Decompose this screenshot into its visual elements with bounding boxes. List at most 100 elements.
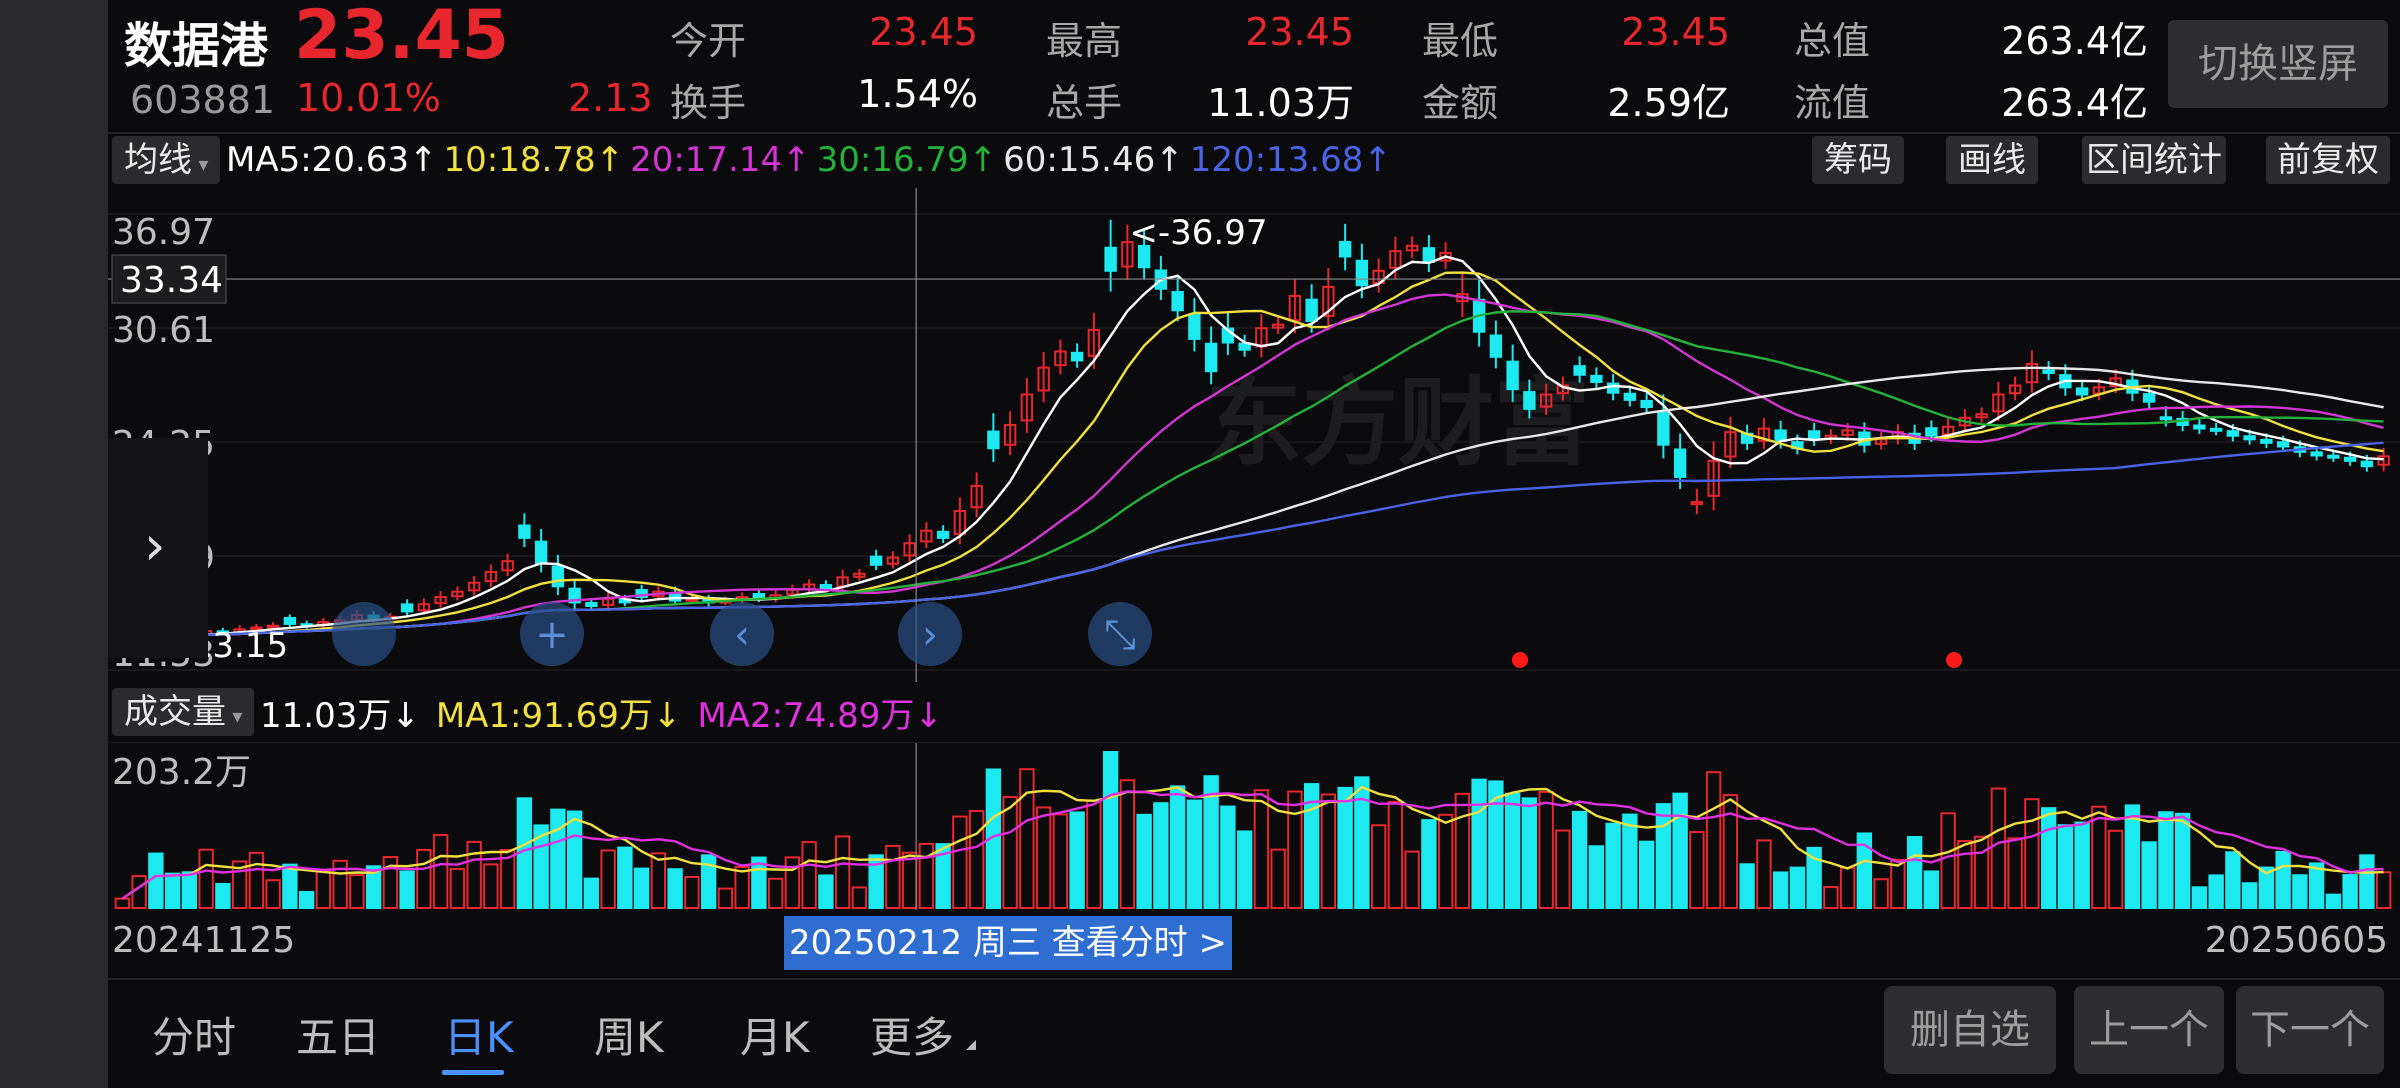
candle-up	[1271, 323, 1285, 329]
volume-chart[interactable]: 203.2万	[108, 742, 2400, 910]
volume-bar-up	[248, 851, 265, 909]
volume-bar-up	[1705, 771, 1722, 910]
candle-up	[250, 626, 263, 631]
volume-bar-down	[1605, 822, 1621, 909]
ma-selector[interactable]: 均线 ▾	[112, 136, 221, 184]
candle-up	[903, 542, 916, 557]
pan-handle-icon-bg[interactable]	[332, 602, 396, 666]
volume-bar-up	[650, 852, 667, 909]
volume-bar-up	[1756, 839, 1772, 909]
volume-bar-down	[1571, 810, 1588, 909]
candle-up	[467, 581, 481, 592]
volume-bar-up	[1387, 800, 1404, 909]
tab-3[interactable]: 周K	[594, 1013, 664, 1062]
tab-4[interactable]: 月K	[740, 1013, 810, 1062]
tab-5[interactable]: 更多	[870, 1013, 955, 1062]
volume-bar-down	[1069, 811, 1085, 909]
ma5-line	[122, 255, 2384, 638]
range-stats-button[interactable]: 区间统计	[2082, 136, 2226, 184]
volume-bar-down	[1655, 803, 1672, 910]
candle-up	[484, 570, 498, 583]
candle-up	[1087, 328, 1101, 357]
scroll-right-icon-bg[interactable]	[898, 602, 962, 666]
candle-up	[1054, 350, 1067, 367]
volume-bar-up	[968, 810, 985, 909]
candle-up	[1037, 366, 1050, 392]
stock-price: 23.45	[294, 0, 510, 75]
next-stock-button[interactable]: 下一个	[2236, 986, 2384, 1074]
candle-down	[585, 601, 598, 608]
candle-down	[1807, 430, 1821, 441]
scroll-left-icon-bg[interactable]	[710, 602, 774, 666]
volume-bar-down	[215, 883, 231, 910]
candle-down	[2142, 393, 2156, 403]
candle-up	[1992, 393, 2005, 413]
event-marker-dot[interactable]	[1946, 652, 1962, 668]
candle-down	[400, 603, 414, 613]
watermark-text: 东方财富	[1206, 367, 1590, 479]
cursor-date-tag[interactable]: 20250212 周三 查看分时 >	[784, 916, 1232, 970]
volume-bar-up	[131, 875, 147, 910]
forward-adjust-button[interactable]: 前复权	[2266, 136, 2390, 184]
chevron-down-icon: ▾	[192, 152, 209, 176]
chevron-right-icon: ›	[144, 514, 166, 577]
volume-selector[interactable]: 成交量 ▾	[112, 688, 255, 736]
candle-up	[1724, 431, 1737, 458]
volume-bar-down	[2275, 850, 2291, 909]
candle-up	[1975, 413, 1988, 419]
volume-bar-up	[114, 897, 131, 909]
tabs-divider	[108, 978, 2400, 980]
chips-button[interactable]: 筹码	[1812, 136, 1904, 184]
candle-down	[1188, 313, 1201, 340]
volume-bar-down	[1203, 775, 1219, 910]
tab-2[interactable]: 日K	[444, 1013, 514, 1062]
tab-1[interactable]: 五日	[296, 1013, 381, 1062]
volume-bar-down	[282, 863, 298, 910]
candle-up	[1539, 393, 1553, 408]
collapse-icon[interactable]: ⤡	[1104, 612, 1136, 658]
volume-bar-down	[566, 810, 583, 909]
ma-value-4: 60:15.46↑	[1003, 140, 1184, 180]
candle-up	[1020, 393, 1034, 422]
kline-chart[interactable]: 东方财富36.9730.6124.2517.8911.5333.34<-36.9…	[108, 188, 2400, 682]
left-edge-bar	[0, 0, 108, 1088]
volume-bar-up	[1052, 813, 1069, 909]
zoom-in-icon-bg[interactable]	[520, 602, 584, 666]
change-percent: 10.01%	[296, 76, 441, 120]
zoom-in-icon[interactable]: +	[535, 612, 569, 658]
volume-bar-up	[1270, 848, 1286, 909]
volume-bar-down	[2225, 851, 2241, 910]
draw-line-button[interactable]: 画线	[1946, 136, 2038, 184]
start-date: 20241125	[112, 920, 296, 961]
left-expand-panel[interactable]: ›	[108, 438, 208, 658]
candle-up	[1690, 501, 1704, 506]
active-tab-underline	[442, 1070, 504, 1075]
volume-bar-up	[600, 849, 616, 909]
candle-up	[1322, 285, 1335, 317]
candle-down	[936, 530, 950, 539]
volume-bar-up	[416, 848, 432, 909]
previous-stock-button[interactable]: 上一个	[2074, 986, 2224, 1074]
candle-down	[2159, 416, 2173, 421]
event-marker-dot[interactable]	[1512, 652, 1528, 668]
tab-0[interactable]: 分时	[152, 1013, 237, 1062]
volume-bar-up	[1957, 839, 1973, 909]
volume-bar-up	[1454, 792, 1471, 909]
volume-bar-down	[1638, 840, 1655, 909]
collapse-icon-bg[interactable]	[1088, 602, 1152, 666]
scroll-right-icon[interactable]: ›	[922, 612, 938, 658]
volume-bar-up	[466, 840, 482, 909]
volume-bar-up	[2091, 805, 2107, 909]
scroll-left-icon[interactable]: ‹	[734, 612, 750, 658]
candle-down	[2260, 438, 2273, 444]
switch-portrait-button[interactable]: 切换竖屏	[2168, 20, 2388, 108]
remove-watchlist-button[interactable]: 删自选	[1884, 986, 2056, 1074]
volume-bar-down	[1906, 835, 1923, 909]
ma-value-3: 30:16.79↑	[816, 140, 998, 180]
header-divider	[108, 132, 2400, 134]
volume-bar-down	[550, 808, 566, 909]
volume-bar-down	[1136, 813, 1152, 909]
candle-down	[1422, 247, 1436, 263]
volume-bar-up	[449, 867, 466, 910]
stock-kline-screen: 数据港 23.45 603881 10.01% 2.13 切换竖屏 均线 ▾ M…	[108, 0, 2400, 1088]
